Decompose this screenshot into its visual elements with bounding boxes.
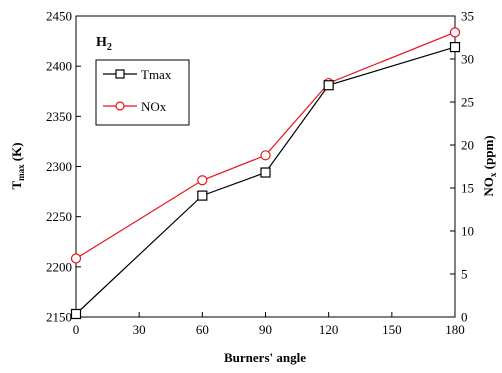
x-tick-label: 120 xyxy=(319,322,339,337)
right-y-tick-label: 35 xyxy=(461,9,474,24)
left-y-tick-label: 2150 xyxy=(46,310,72,325)
left-y-tick-label: 2400 xyxy=(46,59,72,74)
right-y-tick-label: 10 xyxy=(461,224,474,239)
nox-data-point xyxy=(260,150,271,161)
legend-nox-marker xyxy=(115,101,125,111)
right-y-tick-label: 5 xyxy=(461,267,468,282)
series-group xyxy=(70,27,461,320)
nox-data-point xyxy=(70,253,82,264)
right-y-tick-label: 15 xyxy=(461,181,474,196)
chart-title: H2 xyxy=(96,35,112,53)
chart-title-subscript: 2 xyxy=(107,42,112,53)
tmax-data-point xyxy=(323,80,334,91)
tmax-data-point xyxy=(260,167,271,178)
x-axis-title: Burners' angle xyxy=(224,350,306,365)
right-y-tick-label: 20 xyxy=(461,138,474,153)
right-y-tick-label: 0 xyxy=(461,310,468,325)
left-y-tick-label: 2250 xyxy=(46,209,72,224)
x-tick-label: 30 xyxy=(133,322,146,337)
legend-tmax-label: Tmax xyxy=(141,67,172,82)
tmax-data-point xyxy=(70,308,82,320)
right-y-tick-label: 30 xyxy=(461,52,474,67)
left-y-tick-label: 2350 xyxy=(46,109,72,124)
nox-data-point xyxy=(197,175,208,186)
right-y-tick-label: 25 xyxy=(461,95,474,110)
tmax-data-point xyxy=(449,42,461,53)
legend-box xyxy=(95,59,190,126)
legend-nox-label: NOx xyxy=(141,99,167,114)
left-y-tick-label: 2300 xyxy=(46,159,72,174)
legend-tmax-marker xyxy=(115,69,125,79)
x-tick-label: 150 xyxy=(382,322,402,337)
left-y-tick-label: 2200 xyxy=(46,259,72,274)
right-y-axis-ticks: 0 5 10 15 20 25 30 35 xyxy=(450,9,474,325)
left-y-axis-title: Tmax (K) xyxy=(9,142,26,189)
right-y-axis-title: NOx (ppm) xyxy=(481,135,498,196)
left-y-axis-ticks: 2150 2200 2250 2300 2350 2400 2450 xyxy=(46,9,81,325)
legend: Tmax NOx xyxy=(95,59,190,126)
left-y-tick-label: 2450 xyxy=(46,9,72,24)
tmax-data-point xyxy=(197,190,208,201)
x-tick-label: 180 xyxy=(445,322,465,337)
x-tick-label: 90 xyxy=(259,322,272,337)
x-tick-label: 60 xyxy=(196,322,209,337)
nox-data-point xyxy=(449,27,461,38)
x-tick-label: 0 xyxy=(73,322,80,337)
x-axis-ticks: 0 30 60 90 120 150 180 xyxy=(73,312,465,337)
